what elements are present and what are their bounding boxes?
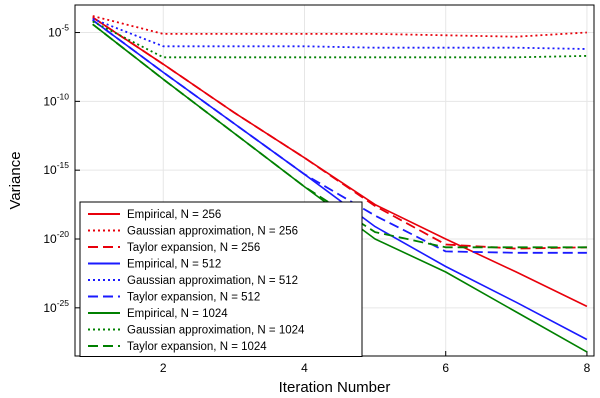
y-tick-label: 10-5 xyxy=(48,23,69,40)
series-line-2 xyxy=(92,15,587,38)
series-lines xyxy=(92,15,588,353)
legend-label: Empirical, N = 512 xyxy=(127,259,221,271)
x-tick-label: 2 xyxy=(160,361,167,375)
y-tick-label: 10-10 xyxy=(43,91,69,108)
x-tick-label: 4 xyxy=(301,361,308,375)
y-axis-label: Variance xyxy=(7,151,24,209)
legend-label: Gaussian approximation, N = 256 xyxy=(127,226,298,238)
y-axis-ticks: 10-5 10-10 10-15 10-20 10-25 xyxy=(43,23,80,315)
x-tick-label: 8 xyxy=(584,361,591,375)
y-tick-label: 10-20 xyxy=(43,229,69,246)
legend-label: Taylor expansion, N = 256 xyxy=(127,242,260,254)
series-line-3 xyxy=(92,16,587,250)
legend-label: Taylor expansion, N = 512 xyxy=(127,292,260,304)
legend: Empirical, N = 256 Gaussian approximation… xyxy=(79,201,363,357)
y-tick-label: 10-15 xyxy=(43,160,69,177)
x-axis-label: Iteration Number xyxy=(279,379,391,396)
legend-label: Gaussian approximation, N = 1024 xyxy=(127,325,305,337)
legend-label: Taylor expansion, N = 1024 xyxy=(127,341,267,353)
y-tick-label: 10-25 xyxy=(43,298,69,315)
legend-label: Gaussian approximation, N = 512 xyxy=(127,275,298,287)
legend-label: Empirical, N = 1024 xyxy=(127,308,228,320)
series-line-6 xyxy=(92,19,587,254)
legend-label: Empirical, N = 256 xyxy=(127,209,221,221)
legend-box xyxy=(79,201,363,357)
series-line-8 xyxy=(92,20,587,59)
series-line-4 xyxy=(92,19,588,341)
x-tick-label: 6 xyxy=(442,361,449,375)
